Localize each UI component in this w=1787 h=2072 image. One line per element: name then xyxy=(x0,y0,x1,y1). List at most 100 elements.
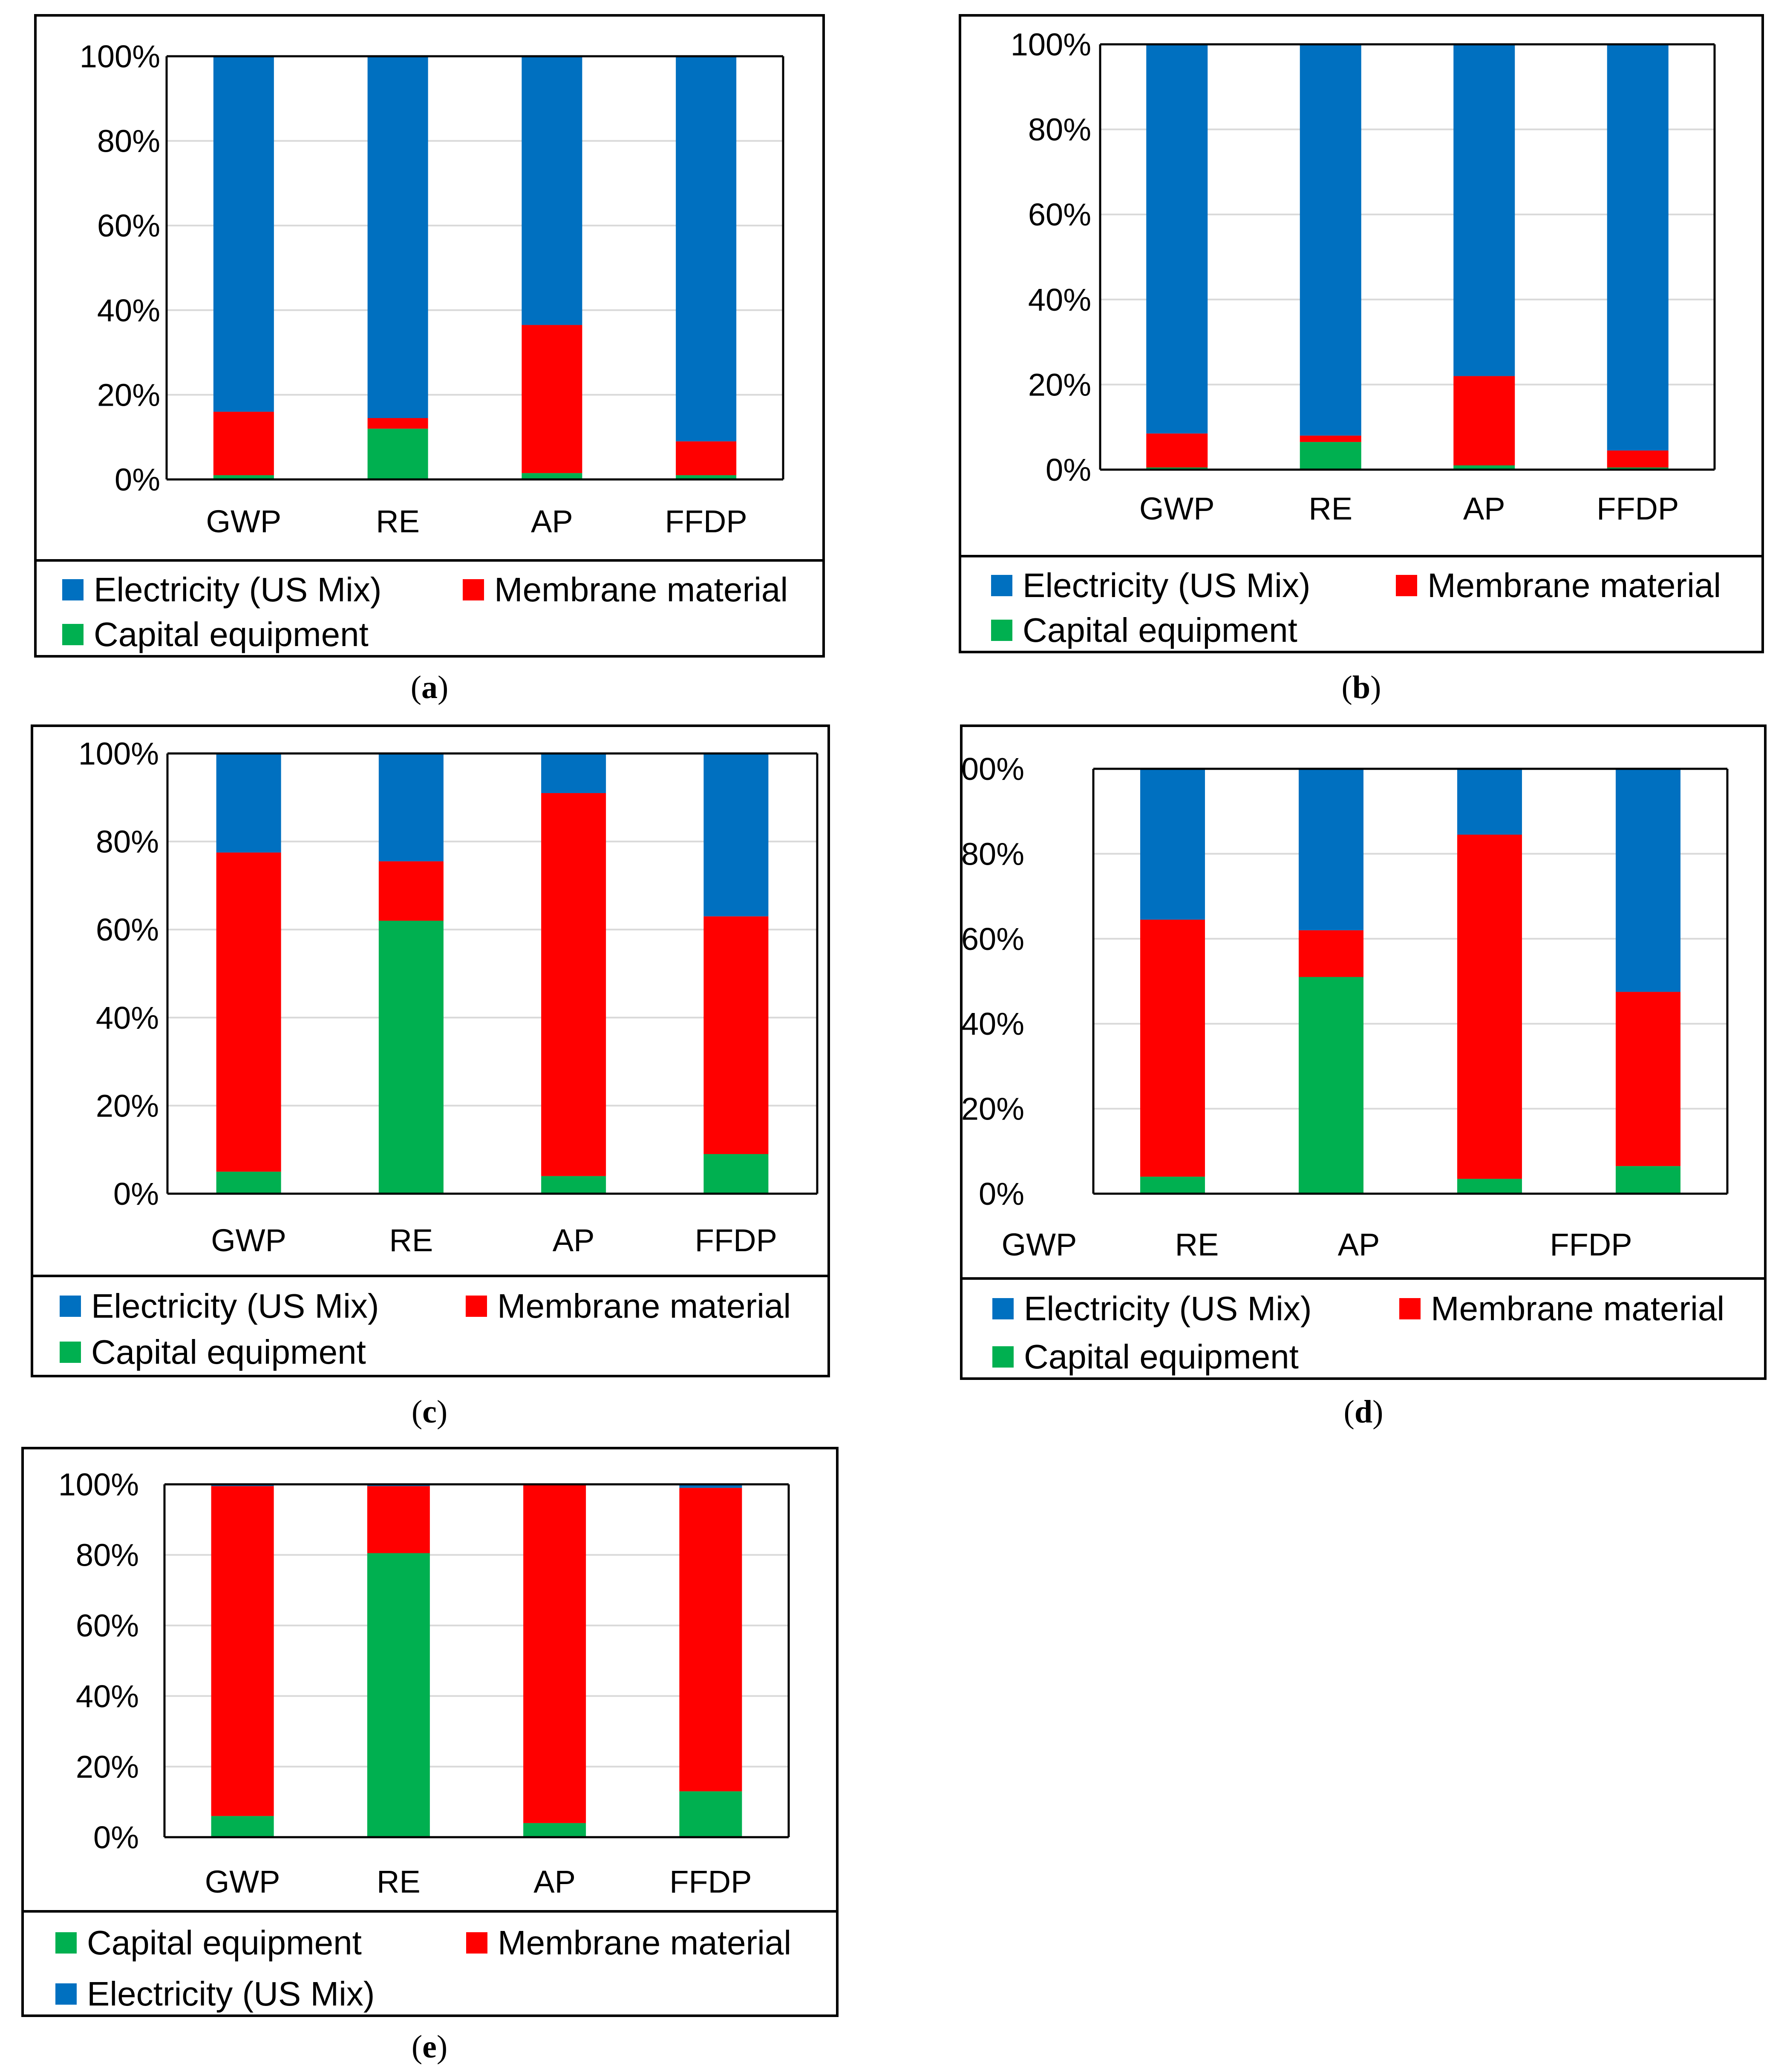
bar-a-ffdp-electricity-us-mix xyxy=(676,56,737,442)
bar-a-ffdp-membrane-material xyxy=(676,441,737,476)
bar-b-gwp-electricity-us-mix xyxy=(1146,44,1208,434)
bar-c-ffdp-electricity-us-mix xyxy=(703,753,769,917)
x-category-label: GWP xyxy=(206,504,281,539)
y-tick-label: 80% xyxy=(76,1538,139,1573)
chart-plot-c: 0% 20% 40% 60% 80% 100% GWP RE AP FFDP xyxy=(78,736,819,1258)
caption-e: (e) xyxy=(411,2029,448,2065)
bar-c-gwp-membrane-material xyxy=(216,852,281,1172)
x-category-label: GWP xyxy=(205,1864,280,1899)
y-tick-label: 20% xyxy=(96,1088,159,1123)
y-tick-label: 0% xyxy=(113,1176,159,1212)
legend-item-c-2: Capital equipment xyxy=(60,1333,366,1372)
x-category-label: FFDP xyxy=(665,504,747,539)
bar-c-ap-electricity-us-mix xyxy=(541,753,606,793)
legend-item-a-1: Membrane material xyxy=(463,570,788,609)
legend-item-c-0: Electricity (US Mix) xyxy=(60,1287,379,1326)
bar-d-gwp-electricity-us-mix xyxy=(1140,769,1205,920)
x-category-label: FFDP xyxy=(669,1864,752,1899)
legend-swatch-b-0 xyxy=(991,575,1012,596)
legend-swatch-a-2 xyxy=(62,624,84,645)
legend-label-b-2: Capital equipment xyxy=(1023,611,1297,649)
legend-label-e-0: Capital equipment xyxy=(87,1924,362,1962)
caption-a: (a) xyxy=(410,670,449,705)
bar-d-ffdp-membrane-material xyxy=(1616,992,1680,1166)
legend-a: Electricity (US Mix) Membrane material C… xyxy=(37,559,822,655)
chart-plot-e: 0% 20% 40% 60% 80% 100% GWP RE AP FFDP xyxy=(58,1467,790,1899)
x-category-label: AP xyxy=(1463,491,1505,526)
bar-e-ffdp-membrane-material xyxy=(679,1488,742,1792)
legend-swatch-e-0 xyxy=(55,1932,77,1954)
chart-plot-a: 0% 20% 40% 60% 80% 100% GWP RE AP FFDP xyxy=(80,39,784,539)
x-category-label: AP xyxy=(533,1864,576,1899)
bar-b-ffdp-electricity-us-mix xyxy=(1607,44,1669,451)
legend-e: Capital equipment Membrane material Elec… xyxy=(24,1910,836,2014)
legend-label-c-0: Electricity (US Mix) xyxy=(91,1287,379,1325)
y-tick-label: 40% xyxy=(97,293,160,328)
legend-label-a-1: Membrane material xyxy=(494,571,788,609)
x-category-label: FFDP xyxy=(1550,1227,1632,1262)
chart-panel-a: 0% 20% 40% 60% 80% 100% GWP RE AP FFDP Electricit… xyxy=(34,14,825,658)
legend-label-d-2: Capital equipment xyxy=(1024,1338,1299,1376)
y-tick-label: 20% xyxy=(97,377,160,413)
x-category-label: FFDP xyxy=(1597,491,1679,526)
y-tick-label: 100% xyxy=(1011,27,1091,62)
bar-d-ffdp-capital-equipment xyxy=(1616,1166,1680,1194)
legend-d: Electricity (US Mix) Membrane material C… xyxy=(963,1277,1764,1377)
x-category-label: RE xyxy=(377,1864,421,1899)
x-category-label: RE xyxy=(389,1223,433,1258)
y-tick-label: 40% xyxy=(1028,282,1091,317)
bar-a-gwp-membrane-material xyxy=(213,412,274,476)
legend-b: Electricity (US Mix) Membrane material C… xyxy=(961,555,1761,651)
caption-letter-d: d xyxy=(1354,1394,1373,1430)
bar-b-re-membrane-material xyxy=(1300,436,1361,442)
chart-plot-d: 0% 20% 40% 60% 80% 100% GWP RE AP FFDP xyxy=(963,751,1729,1262)
legend-swatch-e-1 xyxy=(466,1932,487,1954)
legend-item-b-1: Membrane material xyxy=(1396,566,1721,605)
bar-d-ap-electricity-us-mix xyxy=(1457,769,1522,835)
y-tick-label: 0% xyxy=(979,1176,1024,1212)
y-tick-label: 60% xyxy=(963,921,1024,957)
legend-swatch-a-0 xyxy=(62,579,84,600)
bar-e-re-capital-equipment xyxy=(367,1553,430,1837)
legend-item-d-2: Capital equipment xyxy=(992,1337,1299,1377)
legend-label-d-0: Electricity (US Mix) xyxy=(1024,1290,1312,1327)
legend-label-d-1: Membrane material xyxy=(1431,1290,1725,1327)
legend-item-e-1: Membrane material xyxy=(466,1923,791,1962)
bar-d-re-membrane-material xyxy=(1299,930,1363,977)
chart-panel-e: 0% 20% 40% 60% 80% 100% GWP RE AP FFDP Capital eq… xyxy=(21,1447,839,2017)
bar-c-ffdp-capital-equipment xyxy=(703,1154,769,1194)
legend-item-e-2: Electricity (US Mix) xyxy=(55,1974,375,2014)
legend-label-c-1: Membrane material xyxy=(497,1287,791,1325)
bar-c-re-electricity-us-mix xyxy=(378,753,444,862)
bar-e-re-membrane-material xyxy=(367,1486,430,1553)
bar-b-ffdp-membrane-material xyxy=(1607,450,1669,468)
x-category-label: GWP xyxy=(1002,1227,1077,1262)
y-tick-label: 60% xyxy=(97,208,160,243)
legend-swatch-c-0 xyxy=(60,1296,81,1317)
bar-b-ap-electricity-us-mix xyxy=(1453,44,1515,376)
bar-e-ap-membrane-material xyxy=(523,1485,586,1823)
bar-a-ap-membrane-material xyxy=(522,325,582,473)
y-tick-label: 20% xyxy=(76,1749,139,1784)
legend-swatch-a-1 xyxy=(463,579,484,600)
bar-c-ap-capital-equipment xyxy=(541,1176,606,1194)
bar-b-ap-capital-equipment xyxy=(1453,465,1515,470)
x-category-label: GWP xyxy=(1139,491,1215,526)
legend-swatch-d-2 xyxy=(992,1346,1014,1368)
bar-c-re-membrane-material xyxy=(378,861,444,921)
caption-letter-b: b xyxy=(1352,670,1371,705)
x-category-label: AP xyxy=(531,504,573,539)
x-category-label: FFDP xyxy=(695,1223,777,1258)
x-category-label: GWP xyxy=(211,1223,286,1258)
caption-letter-a: a xyxy=(421,670,438,705)
legend-label-e-1: Membrane material xyxy=(498,1924,792,1962)
y-tick-label: 60% xyxy=(96,912,159,947)
bar-e-gwp-membrane-material xyxy=(211,1486,274,1816)
y-tick-label: 80% xyxy=(97,124,160,159)
legend-swatch-c-2 xyxy=(60,1342,81,1363)
bar-d-ffdp-electricity-us-mix xyxy=(1616,769,1680,992)
bar-b-gwp-membrane-material xyxy=(1146,433,1208,468)
y-tick-label: 80% xyxy=(963,836,1024,872)
x-category-label: RE xyxy=(1175,1227,1219,1262)
bar-e-ffdp-electricity-us-mix xyxy=(679,1484,742,1488)
